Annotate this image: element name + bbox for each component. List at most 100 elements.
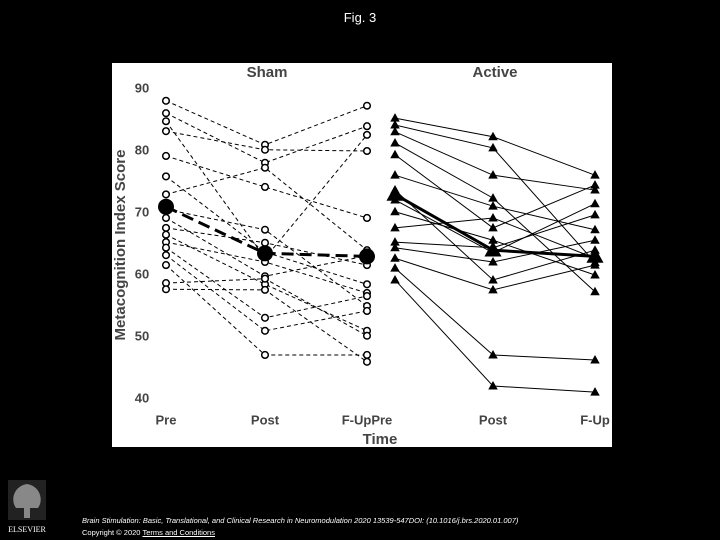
data-point bbox=[488, 274, 498, 284]
data-point bbox=[362, 306, 372, 316]
mean-point bbox=[484, 241, 502, 257]
data-point bbox=[362, 280, 372, 289]
x-axis-label: Time bbox=[363, 431, 398, 448]
data-point bbox=[362, 292, 372, 301]
data-point bbox=[390, 222, 400, 232]
data-point bbox=[390, 242, 400, 252]
data-point bbox=[260, 238, 270, 247]
data-point bbox=[390, 113, 400, 122]
citation: Brain Stimulation: Basic, Translational,… bbox=[82, 516, 519, 525]
data-point bbox=[488, 193, 498, 202]
data-point bbox=[161, 261, 171, 270]
data-point bbox=[161, 285, 171, 294]
copyright: Copyright © 2020 bbox=[82, 528, 141, 537]
y-tick-label: 90 bbox=[135, 80, 149, 95]
terms-link[interactable]: Terms and Conditions bbox=[142, 528, 215, 537]
data-point bbox=[260, 225, 270, 234]
data-point bbox=[260, 145, 270, 154]
data-point bbox=[161, 117, 171, 126]
mean-point bbox=[158, 198, 174, 215]
data-point bbox=[161, 190, 171, 199]
data-point bbox=[260, 326, 270, 335]
data-point bbox=[161, 243, 171, 252]
data-point bbox=[362, 331, 372, 340]
elsevier-logo: ELSEVIER bbox=[8, 480, 47, 534]
data-point bbox=[390, 274, 400, 284]
data-point bbox=[590, 209, 600, 219]
data-point bbox=[260, 274, 270, 283]
data-point bbox=[390, 137, 400, 147]
data-point bbox=[590, 270, 600, 279]
data-point bbox=[161, 213, 171, 223]
logo-text: ELSEVIER bbox=[8, 525, 46, 534]
data-point bbox=[590, 198, 600, 208]
data-point bbox=[488, 142, 498, 152]
data-point bbox=[390, 170, 400, 179]
data-point bbox=[488, 222, 498, 232]
series-line bbox=[165, 112, 368, 164]
mean-point bbox=[586, 247, 604, 263]
data-point bbox=[161, 223, 171, 232]
data-point bbox=[590, 185, 600, 194]
mean-point bbox=[359, 248, 375, 265]
data-point bbox=[488, 284, 498, 294]
data-point bbox=[590, 387, 600, 396]
panel-label: Sham bbox=[247, 64, 288, 81]
data-point bbox=[161, 109, 171, 118]
y-tick-label: 60 bbox=[135, 266, 149, 281]
data-point bbox=[362, 213, 372, 223]
data-point bbox=[260, 350, 270, 360]
data-point bbox=[390, 119, 400, 129]
data-point bbox=[590, 180, 600, 189]
data-point bbox=[161, 151, 171, 161]
copyright-line: Copyright © 2020 Terms and Conditions bbox=[82, 528, 215, 537]
data-point bbox=[390, 237, 400, 246]
data-point bbox=[390, 253, 400, 262]
data-point bbox=[488, 349, 498, 359]
data-point bbox=[488, 201, 498, 210]
data-point bbox=[390, 149, 400, 159]
data-point bbox=[590, 170, 600, 179]
data-point bbox=[161, 251, 171, 260]
data-point bbox=[488, 131, 498, 141]
data-point bbox=[260, 313, 270, 322]
data-point bbox=[390, 206, 400, 216]
data-point bbox=[260, 163, 270, 172]
data-point bbox=[362, 357, 372, 366]
x-tick-label: F-UpPre bbox=[342, 412, 393, 427]
panel-label: Active bbox=[472, 64, 517, 81]
x-tick-label: Post bbox=[479, 412, 508, 427]
data-point bbox=[260, 182, 270, 192]
data-point bbox=[161, 127, 171, 136]
data-point bbox=[390, 263, 400, 272]
data-point bbox=[590, 286, 600, 296]
data-point bbox=[488, 380, 498, 390]
data-point bbox=[362, 130, 372, 139]
data-point bbox=[488, 212, 498, 222]
data-point bbox=[161, 172, 171, 181]
data-point bbox=[590, 260, 600, 269]
x-tick-label: Post bbox=[251, 412, 280, 427]
data-point bbox=[390, 126, 400, 136]
y-tick-label: 80 bbox=[135, 142, 149, 157]
mean-point bbox=[386, 185, 404, 201]
slide-title: Fig. 3 bbox=[343, 10, 377, 25]
x-tick-label: Pre bbox=[156, 412, 177, 427]
data-point bbox=[260, 285, 270, 294]
data-point bbox=[362, 146, 372, 156]
x-tick-label: F-Up bbox=[580, 412, 610, 427]
data-point bbox=[488, 256, 498, 266]
y-tick-label: 40 bbox=[135, 390, 149, 405]
data-point bbox=[488, 235, 498, 244]
data-point bbox=[590, 224, 600, 234]
data-point bbox=[590, 354, 600, 364]
data-point bbox=[161, 96, 171, 105]
mean-point bbox=[257, 245, 273, 262]
data-point bbox=[362, 101, 372, 110]
y-axis-label: Metacognition Index Score bbox=[112, 150, 129, 341]
data-point bbox=[161, 230, 171, 239]
data-point bbox=[590, 235, 600, 244]
series-line bbox=[165, 234, 368, 332]
